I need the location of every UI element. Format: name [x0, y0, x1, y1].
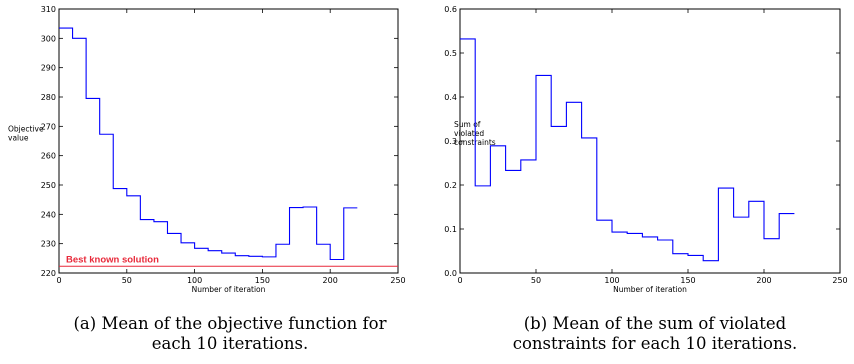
chart-a: 0 50 100 150 200 250 220 230 240 250 260 270 280 290 3… — [8, 5, 406, 294]
y-tick-label: 250 — [41, 181, 56, 190]
x-tick-label: 200 — [323, 276, 338, 285]
y-tick-label: 240 — [41, 210, 56, 219]
x-tick-label: 100 — [604, 276, 619, 285]
y-tick-label: 0.1 — [444, 225, 457, 234]
x-axis-label: Number of iteration — [192, 285, 266, 294]
y-axis-label-line: Sum of — [454, 120, 481, 129]
caption-a: (a) Mean of the objective function for e… — [60, 314, 400, 354]
caption-a-line1: (a) Mean of the objective function for — [73, 314, 387, 333]
x-tick-label: 0 — [56, 276, 61, 285]
y-tick-label: 310 — [41, 5, 56, 14]
x-tick-label: 150 — [255, 276, 270, 285]
y-axis-label-line: violated — [454, 129, 484, 138]
y-tick-label: 0.0 — [444, 269, 457, 278]
y-tick-label: 0.2 — [444, 181, 457, 190]
y-tick-label: 0.3 — [444, 137, 457, 146]
y-tick-label: 0.5 — [444, 49, 457, 58]
y-tick-label: 270 — [41, 122, 56, 131]
series-line — [59, 27, 358, 261]
x-tick-label: 0 — [457, 276, 462, 285]
caption-b: (b) Mean of the sum of violated constrai… — [468, 314, 842, 354]
reference-line-label: Best known solution — [66, 254, 159, 265]
x-tick-label: 200 — [756, 276, 771, 285]
x-tick-label: 50 — [531, 276, 541, 285]
x-tick-label: 100 — [187, 276, 202, 285]
y-tick-label: 0.4 — [444, 93, 457, 102]
x-axis-label: Number of iteration — [613, 285, 687, 294]
y-tick-label: 280 — [41, 93, 56, 102]
y-tick-label: 230 — [41, 240, 56, 249]
x-tick-label: 250 — [390, 276, 405, 285]
y-tick-label: 290 — [41, 64, 56, 73]
x-tick-label: 50 — [122, 276, 132, 285]
caption-a-line2: each 10 iterations. — [151, 334, 309, 353]
series-line — [460, 38, 795, 262]
y-axis-label-line: value — [8, 134, 29, 143]
x-tick-label: 250 — [832, 276, 847, 285]
caption-b-line1: (b) Mean of the sum of violated — [523, 314, 787, 333]
y-tick-label: 0.6 — [444, 5, 457, 14]
plot-frame — [58, 8, 399, 274]
y-tick-label: 220 — [41, 269, 56, 278]
x-tick-label: 150 — [680, 276, 695, 285]
y-axis-label-line: Objective — [8, 125, 44, 134]
plot-frame — [459, 8, 841, 274]
y-tick-label: 300 — [41, 34, 56, 43]
caption-b-line2: constraints for each 10 iterations. — [512, 334, 798, 353]
y-tick-label: 260 — [41, 152, 56, 161]
chart-b: 0 50 100 150 200 250 0.0 0.1 0.2 0.3 0.4 0.5 0.6 Numb… — [444, 5, 847, 294]
